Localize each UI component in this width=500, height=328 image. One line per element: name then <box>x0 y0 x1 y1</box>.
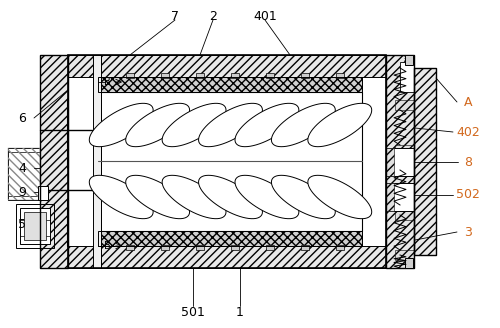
Bar <box>68 55 386 268</box>
Bar <box>161 245 169 250</box>
Text: 402: 402 <box>456 126 480 138</box>
Bar <box>231 73 239 78</box>
Text: B: B <box>104 77 110 87</box>
Bar <box>395 250 414 260</box>
Bar <box>68 55 386 77</box>
Bar <box>231 245 239 250</box>
Polygon shape <box>308 103 372 147</box>
Polygon shape <box>272 103 336 147</box>
Text: 6: 6 <box>18 112 26 125</box>
Bar <box>98 92 362 231</box>
Bar <box>38 186 48 200</box>
Polygon shape <box>308 175 372 219</box>
Polygon shape <box>126 103 190 147</box>
Polygon shape <box>235 175 299 219</box>
Bar <box>126 73 134 78</box>
Bar <box>40 55 68 268</box>
Bar <box>24 212 46 240</box>
Text: 4: 4 <box>18 161 26 174</box>
Bar <box>395 145 414 155</box>
Polygon shape <box>90 175 153 219</box>
Bar <box>336 73 344 78</box>
Polygon shape <box>162 103 226 147</box>
Bar <box>301 73 309 78</box>
Bar <box>414 68 436 255</box>
Bar <box>196 73 204 78</box>
Polygon shape <box>90 103 153 147</box>
Bar <box>68 246 386 268</box>
Text: 2: 2 <box>209 10 217 23</box>
Text: 401: 401 <box>253 10 277 23</box>
Bar <box>386 55 414 268</box>
Bar <box>196 245 204 250</box>
Bar <box>8 148 40 200</box>
Bar <box>126 245 134 250</box>
Bar <box>395 100 414 110</box>
Text: 502: 502 <box>456 189 480 201</box>
Polygon shape <box>198 103 262 147</box>
Bar <box>400 62 414 92</box>
Bar <box>40 55 68 268</box>
Bar <box>8 148 40 200</box>
Bar <box>266 73 274 78</box>
Text: B: B <box>104 241 110 251</box>
Bar <box>98 231 362 246</box>
Text: 501: 501 <box>181 305 205 318</box>
Text: 8: 8 <box>464 155 472 169</box>
Bar <box>98 77 362 92</box>
Bar <box>16 204 54 248</box>
Bar <box>395 210 414 220</box>
Bar <box>336 245 344 250</box>
Text: 5: 5 <box>18 218 26 232</box>
Text: A: A <box>464 95 472 109</box>
Bar <box>98 77 362 92</box>
Bar <box>93 55 101 268</box>
Bar <box>386 148 414 176</box>
Polygon shape <box>235 103 299 147</box>
Polygon shape <box>198 175 262 219</box>
Bar <box>405 55 413 65</box>
Bar <box>386 183 394 211</box>
Bar <box>98 231 362 246</box>
Text: 7: 7 <box>171 10 179 23</box>
Bar <box>266 245 274 250</box>
Polygon shape <box>272 175 336 219</box>
Bar <box>405 258 413 268</box>
Bar <box>161 73 169 78</box>
Bar <box>386 55 414 268</box>
Bar <box>386 183 414 211</box>
Bar <box>386 148 394 176</box>
Bar <box>414 68 436 255</box>
Polygon shape <box>126 175 190 219</box>
Text: 3: 3 <box>464 226 472 238</box>
Bar <box>20 208 50 244</box>
Bar <box>301 245 309 250</box>
Polygon shape <box>162 175 226 219</box>
Text: 1: 1 <box>236 305 244 318</box>
Text: 9: 9 <box>18 186 26 198</box>
